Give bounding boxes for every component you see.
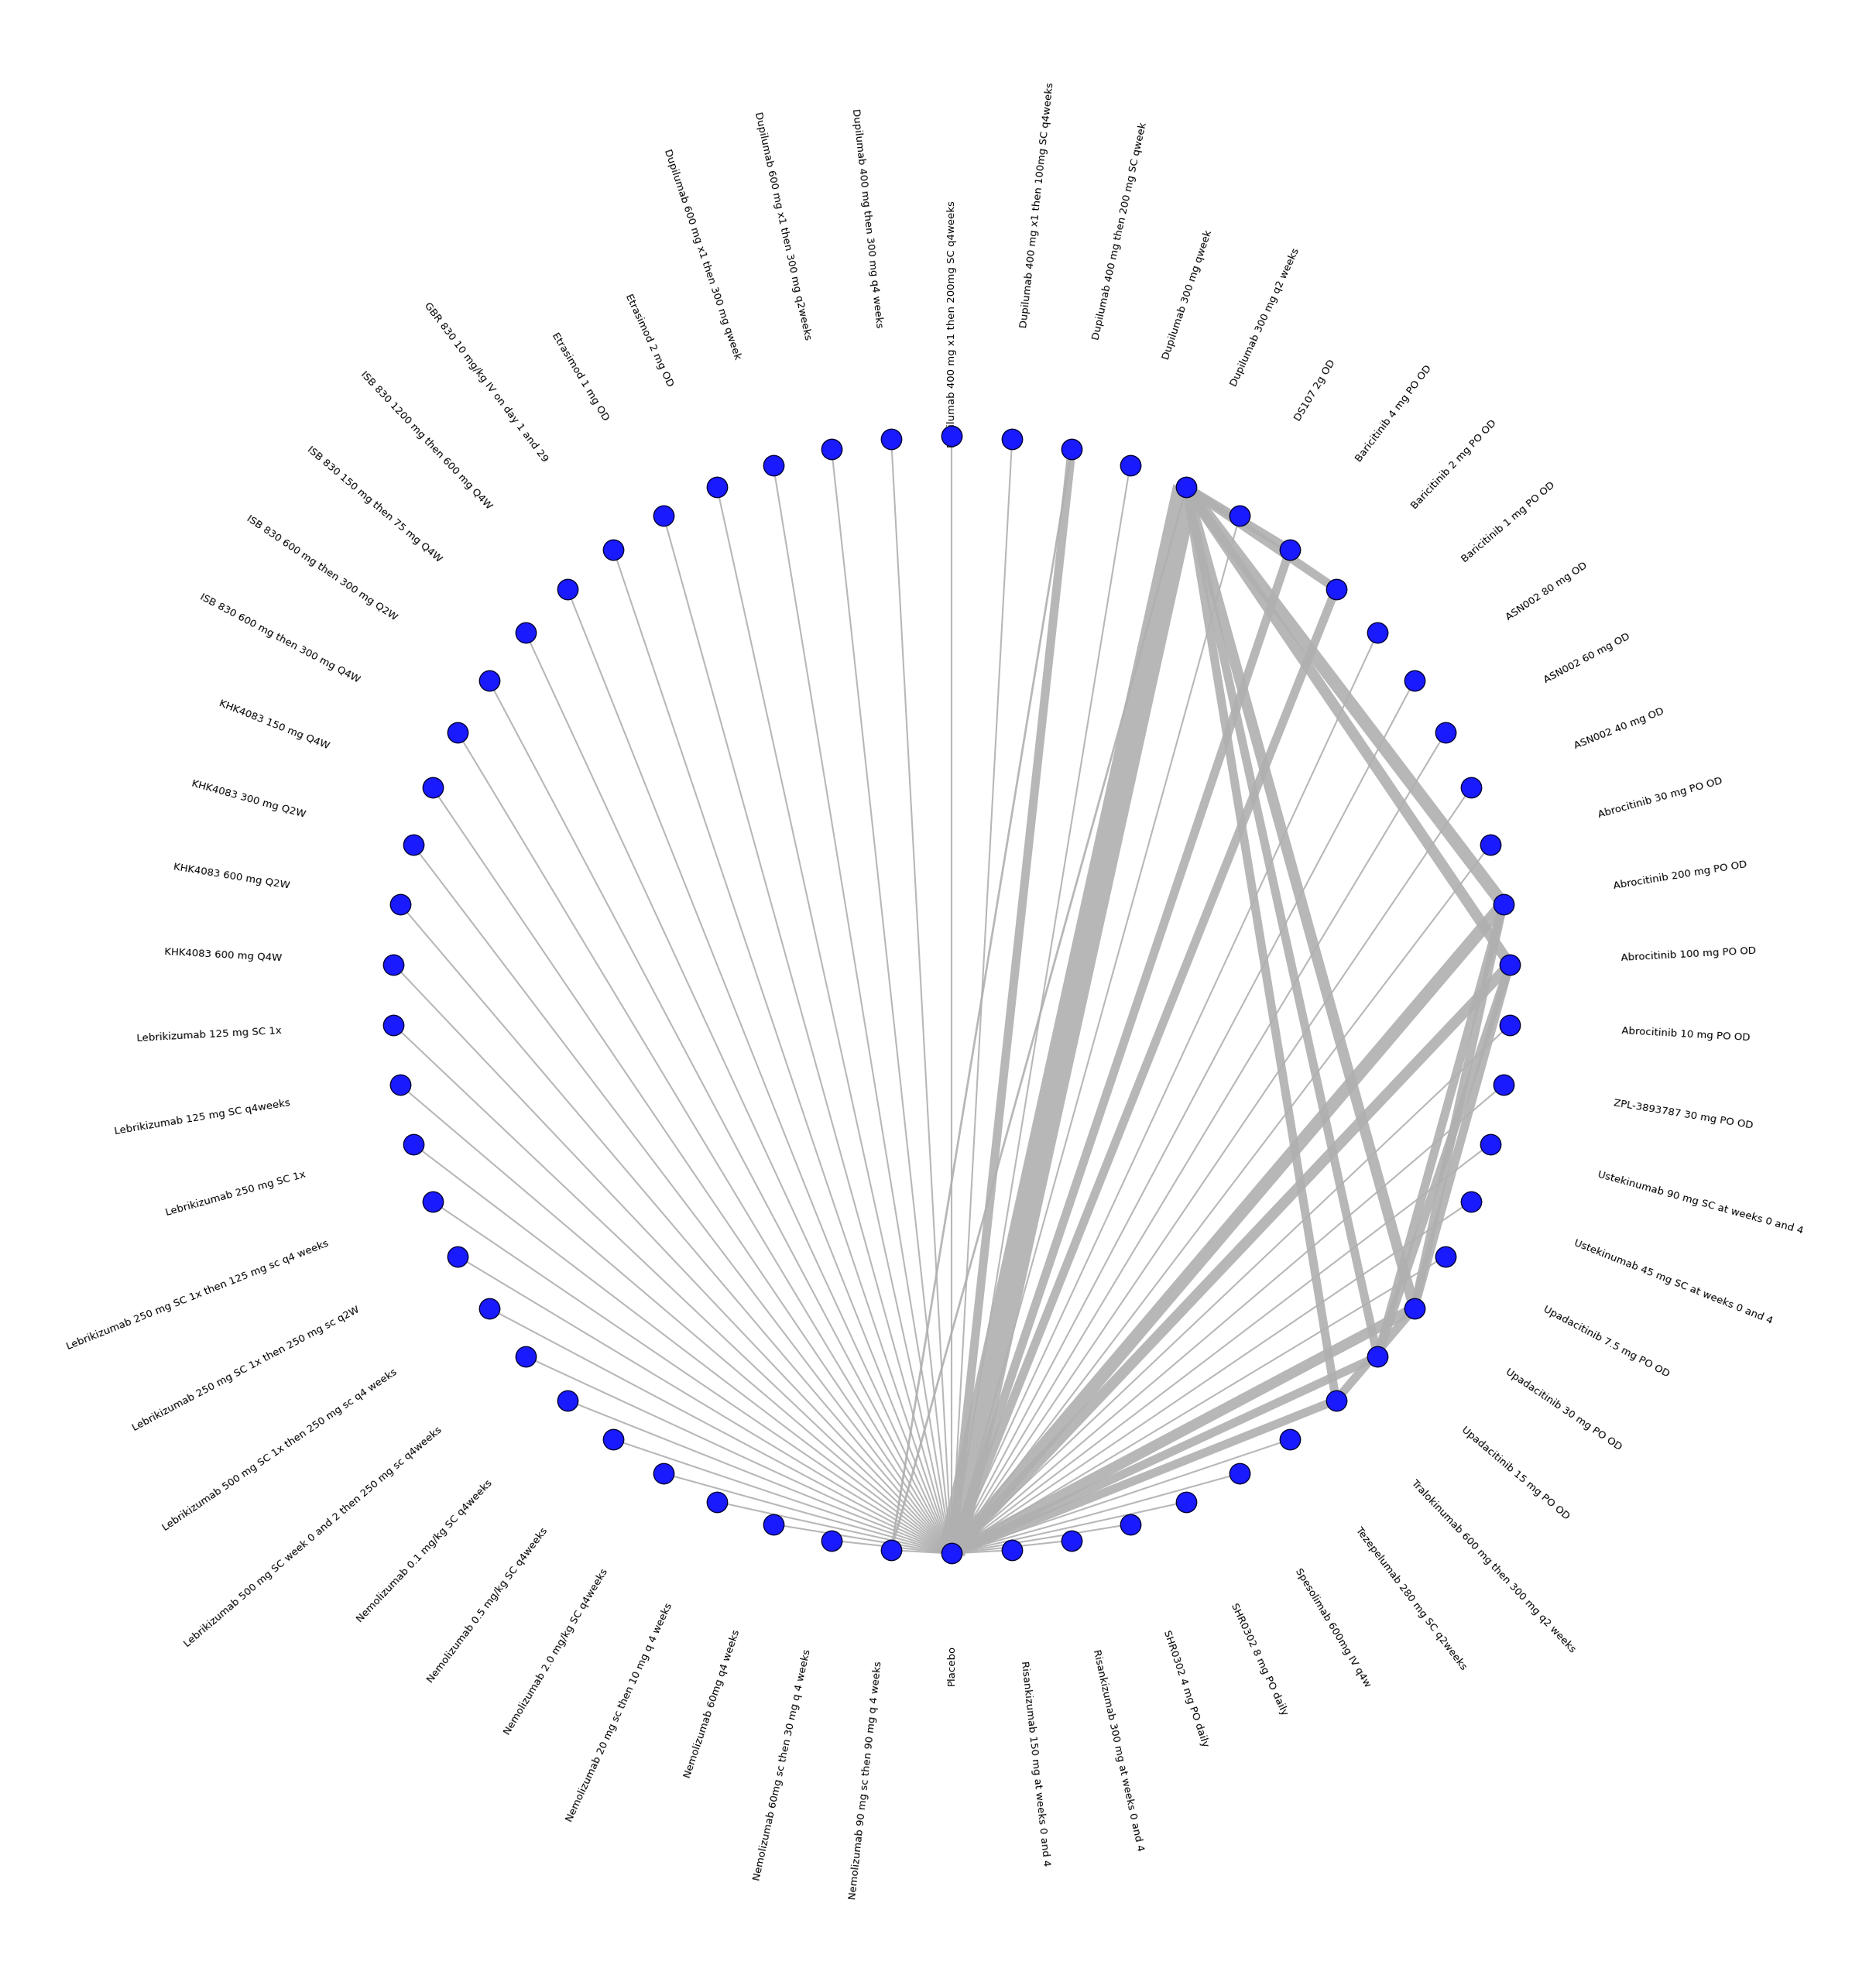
- Text: Upadacitinib 30 mg PO OD: Upadacitinib 30 mg PO OD: [1505, 1368, 1625, 1453]
- Text: Lebrikizumab 500 mg SC week 0 and 2 then 250 mg sc q4weeks: Lebrikizumab 500 mg SC week 0 and 2 then…: [182, 1425, 445, 1649]
- Text: Ustekinumab 90 mg SC at weeks 0 and 4: Ustekinumab 90 mg SC at weeks 0 and 4: [1596, 1169, 1805, 1237]
- Text: ASN002 40 mg OD: ASN002 40 mg OD: [1572, 706, 1666, 751]
- Text: Dupilumab 400 mg x1 then 200mg SC q4weeks: Dupilumab 400 mg x1 then 200mg SC q4week…: [947, 200, 957, 448]
- Text: Risankizumab 150 mg at weeks 0 and 4: Risankizumab 150 mg at weeks 0 and 4: [1019, 1661, 1052, 1867]
- Text: ZPL-3893787 30 mg PO OD: ZPL-3893787 30 mg PO OD: [1613, 1098, 1754, 1132]
- Text: Lebrikizumab 125 mg SC 1x: Lebrikizumab 125 mg SC 1x: [137, 1027, 281, 1045]
- Text: ISB 830 1200 mg then 600 mg Q4W: ISB 830 1200 mg then 600 mg Q4W: [358, 369, 493, 511]
- Text: Abrocitinib 200 mg PO OD: Abrocitinib 200 mg PO OD: [1613, 860, 1748, 892]
- Text: ASN002 80 mg OD: ASN002 80 mg OD: [1505, 561, 1589, 622]
- Text: Etrasimod 1 mg OD: Etrasimod 1 mg OD: [550, 331, 610, 422]
- Text: Lebrikizumab 250 mg SC 1x: Lebrikizumab 250 mg SC 1x: [165, 1169, 308, 1217]
- Text: Dupilumab 300 mg qweek: Dupilumab 300 mg qweek: [1161, 228, 1214, 361]
- Text: Nemolizumab 20 mg sc then 10 mg q 4 weeks: Nemolizumab 20 mg sc then 10 mg q 4 week…: [565, 1601, 675, 1823]
- Text: Dupilumab 600 mg x1 then 300 mg qweek: Dupilumab 600 mg x1 then 300 mg qweek: [662, 147, 743, 361]
- Text: Placebo: Placebo: [947, 1645, 957, 1685]
- Text: Nemolizumab 60mg q4 weeks: Nemolizumab 60mg q4 weeks: [683, 1629, 743, 1780]
- Text: Dupilumab 300 mg q2 weeks: Dupilumab 300 mg q2 weeks: [1229, 246, 1302, 388]
- Text: Ustekinumab 45 mg SC at weeks 0 and 4: Ustekinumab 45 mg SC at weeks 0 and 4: [1572, 1239, 1775, 1326]
- Text: DS107 2g OD: DS107 2g OD: [1293, 357, 1338, 422]
- Text: ISB 830 600 mg then 300 mg Q4W: ISB 830 600 mg then 300 mg Q4W: [199, 593, 362, 686]
- Text: Baricitinib 1 mg PO OD: Baricitinib 1 mg PO OD: [1460, 480, 1557, 565]
- Text: Baricitinib 2 mg PO OD: Baricitinib 2 mg PO OD: [1409, 418, 1499, 511]
- Text: Risankizumab 300 mg at weeks 0 and 4: Risankizumab 300 mg at weeks 0 and 4: [1092, 1649, 1144, 1851]
- Text: GBR 830 10 mg/kg IV on day 1 and 29: GBR 830 10 mg/kg IV on day 1 and 29: [422, 299, 550, 464]
- Text: KHK4083 300 mg Q2W: KHK4083 300 mg Q2W: [191, 779, 308, 821]
- Text: Dupilumab 400 mg then 200 mg SC qweek: Dupilumab 400 mg then 200 mg SC qweek: [1092, 121, 1148, 341]
- Text: Baricitinib 4 mg PO OD: Baricitinib 4 mg PO OD: [1354, 363, 1433, 464]
- Text: KHK4083 600 mg Q2W: KHK4083 600 mg Q2W: [173, 862, 291, 892]
- Text: Dupilumab 600 mg x1 then 300 mg q2weeks: Dupilumab 600 mg x1 then 300 mg q2weeks: [752, 111, 812, 341]
- Text: Lebrikizumab 500 mg SC 1x then 250 mg sc q4 weeks: Lebrikizumab 500 mg SC 1x then 250 mg sc…: [161, 1368, 400, 1532]
- Text: SHR0302 4 mg PO daily: SHR0302 4 mg PO daily: [1161, 1629, 1210, 1748]
- Text: Nemolizumab 2.0 mg/kg SC q4weeks: Nemolizumab 2.0 mg/kg SC q4weeks: [503, 1566, 610, 1736]
- Text: Abrocitinib 100 mg PO OD: Abrocitinib 100 mg PO OD: [1621, 945, 1756, 963]
- Text: Dupilumab 400 mg x1 then 100mg SC q4weeks: Dupilumab 400 mg x1 then 100mg SC q4week…: [1019, 81, 1056, 329]
- Text: SHR0302 8 mg PO daily: SHR0302 8 mg PO daily: [1229, 1601, 1289, 1716]
- Text: Nemolizumab 0.1 mg/kg SC q4weeks: Nemolizumab 0.1 mg/kg SC q4weeks: [355, 1479, 493, 1625]
- Text: Lebrikizumab 125 mg SC q4weeks: Lebrikizumab 125 mg SC q4weeks: [113, 1098, 291, 1138]
- Text: Nemolizumab 0.5 mg/kg SC q4weeks: Nemolizumab 0.5 mg/kg SC q4weeks: [426, 1526, 550, 1685]
- Text: KHK4083 150 mg Q4W: KHK4083 150 mg Q4W: [218, 698, 330, 751]
- Text: Abrocitinib 10 mg PO OD: Abrocitinib 10 mg PO OD: [1621, 1027, 1750, 1043]
- Text: Lebrikizumab 250 mg SC 1x then 250 mg sc q2W: Lebrikizumab 250 mg SC 1x then 250 mg sc…: [131, 1304, 362, 1433]
- Text: Upadacitinib 7.5 mg PO OD: Upadacitinib 7.5 mg PO OD: [1542, 1304, 1672, 1379]
- Text: ASN002 60 mg OD: ASN002 60 mg OD: [1542, 630, 1632, 686]
- Text: ISB 830 600 mg then 300 mg Q2W: ISB 830 600 mg then 300 mg Q2W: [246, 513, 400, 622]
- Text: Dupilumab 400 mg then 300 mg q4 weeks: Dupilumab 400 mg then 300 mg q4 weeks: [850, 109, 884, 329]
- Text: Lebrikizumab 250 mg SC 1x then 125 mg sc q4 weeks: Lebrikizumab 250 mg SC 1x then 125 mg sc…: [66, 1239, 330, 1352]
- Text: Tezepelumab 280 mg SC q2weeks: Tezepelumab 280 mg SC q2weeks: [1354, 1526, 1469, 1673]
- Text: ISB 830 150 mg then 75 mg Q4W: ISB 830 150 mg then 75 mg Q4W: [306, 444, 445, 565]
- Text: KHK4083 600 mg Q4W: KHK4083 600 mg Q4W: [165, 947, 281, 963]
- Text: Spesolimab 600mg IV q4w: Spesolimab 600mg IV q4w: [1293, 1566, 1373, 1689]
- Text: Upadacitinib 15 mg PO OD: Upadacitinib 15 mg PO OD: [1460, 1425, 1572, 1522]
- Text: Etrasimod 2 mg OD: Etrasimod 2 mg OD: [623, 291, 675, 388]
- Text: Nemolizumab 90 mg sc then 90 mg q 4 weeks: Nemolizumab 90 mg sc then 90 mg q 4 week…: [848, 1661, 884, 1901]
- Text: Abrocitinib 30 mg PO OD: Abrocitinib 30 mg PO OD: [1596, 775, 1724, 821]
- Text: Tralokinumab 600 mg then 300 mg q2 weeks: Tralokinumab 600 mg then 300 mg q2 weeks: [1409, 1479, 1578, 1655]
- Text: Nemolizumab 60mg sc then 30 mg q 4 weeks: Nemolizumab 60mg sc then 30 mg q 4 weeks: [752, 1649, 812, 1881]
